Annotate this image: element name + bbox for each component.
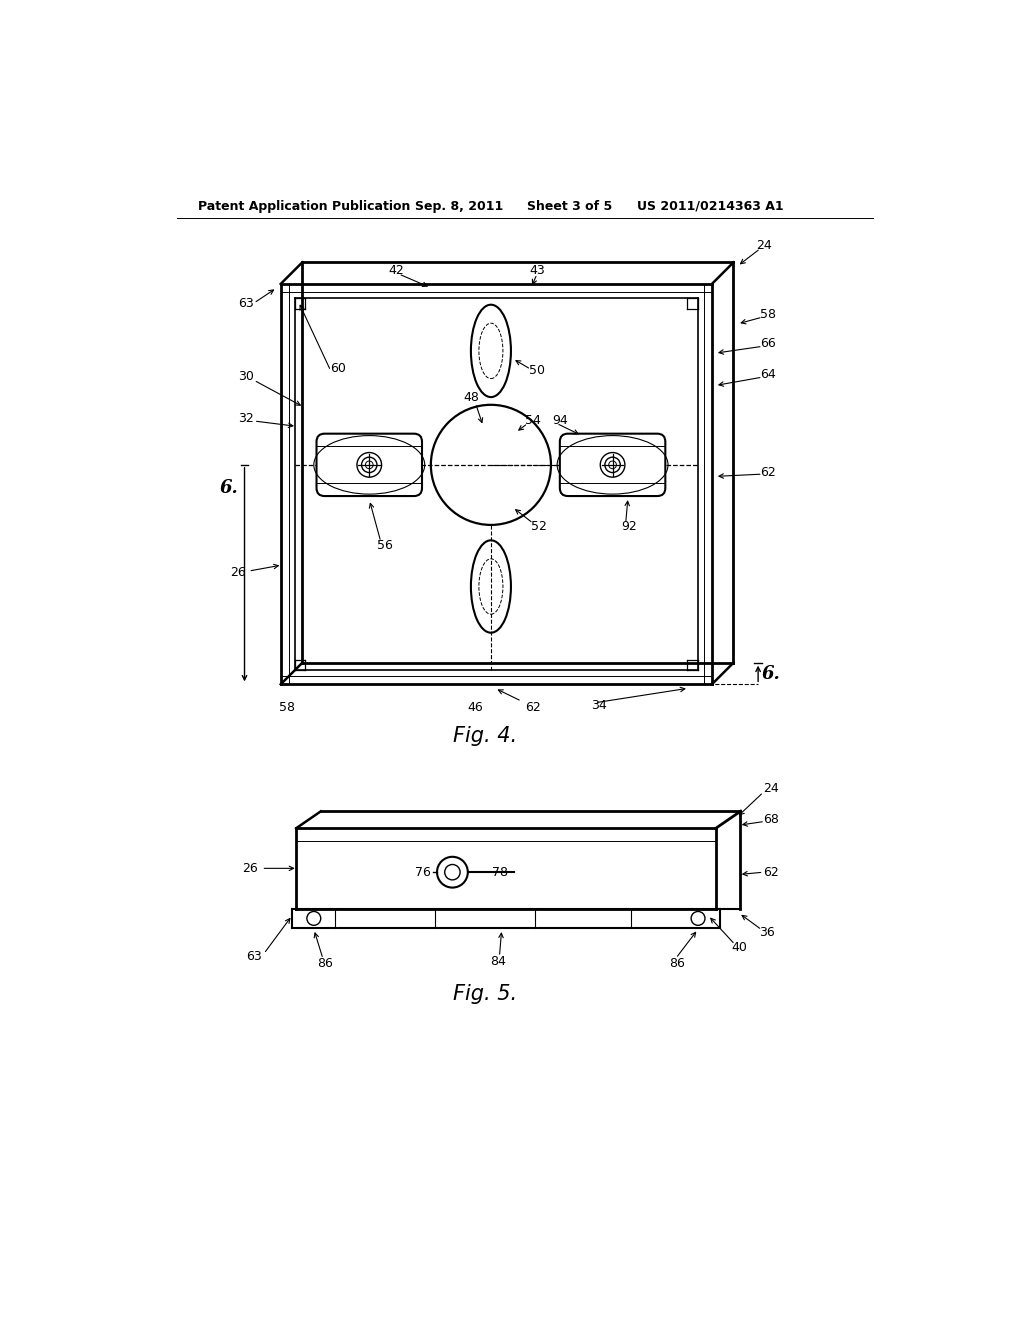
Text: Sheet 3 of 5: Sheet 3 of 5 <box>527 199 612 213</box>
Text: 66: 66 <box>760 338 776 351</box>
Text: 86: 86 <box>670 957 685 970</box>
Text: 86: 86 <box>317 957 333 970</box>
Text: 58: 58 <box>760 308 776 321</box>
Text: 84: 84 <box>489 954 506 968</box>
Text: Patent Application Publication: Patent Application Publication <box>199 199 411 213</box>
Text: 62: 62 <box>525 701 541 714</box>
Text: 36: 36 <box>760 925 775 939</box>
Text: 26: 26 <box>230 566 246 579</box>
Text: 46: 46 <box>468 701 483 714</box>
Text: 58: 58 <box>279 701 295 714</box>
Text: 54: 54 <box>525 413 542 426</box>
Text: 56: 56 <box>377 539 392 552</box>
Text: 94: 94 <box>552 413 568 426</box>
Text: 92: 92 <box>622 520 637 533</box>
Text: 78: 78 <box>493 866 508 879</box>
Text: 30: 30 <box>239 370 254 383</box>
Text: 52: 52 <box>530 520 547 533</box>
Text: 76: 76 <box>415 866 431 879</box>
Text: 42: 42 <box>388 264 404 277</box>
Text: 48: 48 <box>464 391 479 404</box>
Text: 50: 50 <box>529 363 545 376</box>
Text: 64: 64 <box>760 368 776 381</box>
Text: 32: 32 <box>239 412 254 425</box>
Text: 24: 24 <box>763 781 779 795</box>
Text: 24: 24 <box>757 239 772 252</box>
Text: Fig. 4.: Fig. 4. <box>453 726 517 746</box>
Text: Fig. 5.: Fig. 5. <box>453 983 517 1003</box>
Text: 68: 68 <box>763 813 779 825</box>
Text: 34: 34 <box>591 700 606 713</box>
Text: 40: 40 <box>731 941 746 954</box>
Text: 26: 26 <box>242 862 258 875</box>
Text: 62: 62 <box>760 466 776 479</box>
FancyBboxPatch shape <box>316 434 422 496</box>
Text: 6.: 6. <box>762 664 780 682</box>
Text: 43: 43 <box>529 264 545 277</box>
Text: Sep. 8, 2011: Sep. 8, 2011 <box>416 199 504 213</box>
Text: US 2011/0214363 A1: US 2011/0214363 A1 <box>637 199 783 213</box>
Text: 62: 62 <box>763 866 779 879</box>
Text: 6.: 6. <box>219 479 239 496</box>
Text: 63: 63 <box>246 950 262 964</box>
FancyBboxPatch shape <box>560 434 666 496</box>
Text: 63: 63 <box>239 297 254 310</box>
Text: 60: 60 <box>331 362 346 375</box>
